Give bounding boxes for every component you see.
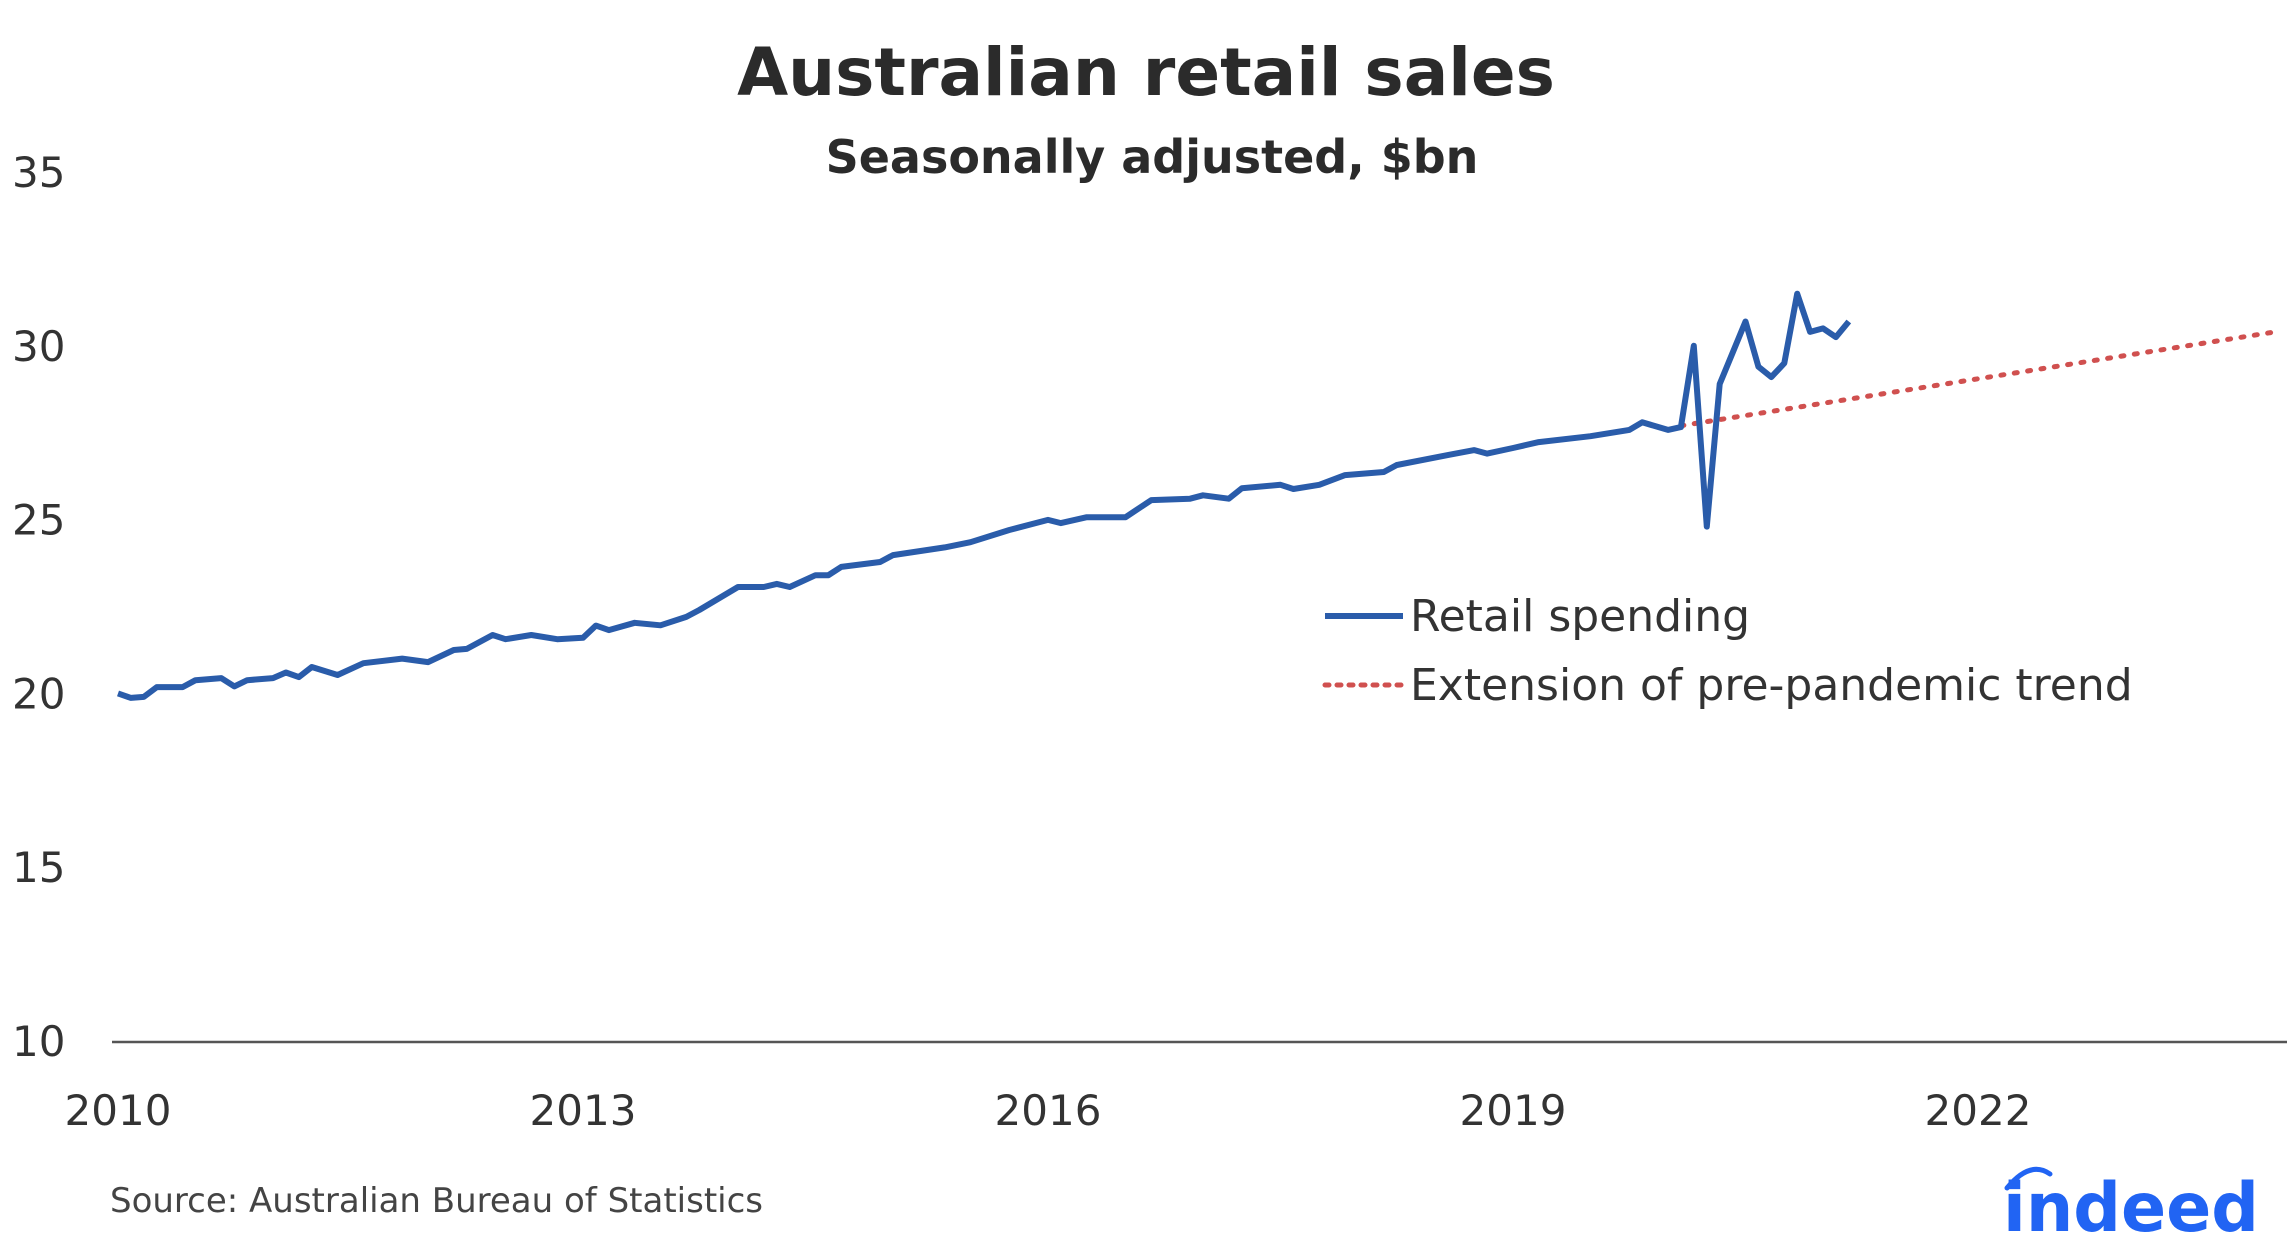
x-tick-label: 2013 — [530, 1086, 637, 1135]
series-line-retail-spending — [117, 290, 1852, 701]
x-tick-label: 2022 — [1925, 1086, 2032, 1135]
legend: Retail spending Extension of pre-pandemi… — [1322, 591, 2133, 711]
x-axis-ticks: 2010 2013 2016 2019 2022 — [65, 1086, 2032, 1135]
legend-label-trend: Extension of pre-pandemic trend — [1410, 660, 2133, 711]
series-group — [117, 290, 2278, 701]
chart-title: Australian retail sales — [737, 34, 1555, 111]
y-tick-label: 15 — [12, 843, 65, 892]
y-axis-ticks: 10 15 20 25 30 35 — [12, 148, 65, 1066]
y-tick-label: 10 — [12, 1017, 65, 1066]
y-tick-label: 30 — [12, 322, 65, 371]
y-tick-label: 20 — [12, 669, 65, 718]
svg-text:indeed: indeed — [2003, 1169, 2259, 1248]
legend-label-retail-spending: Retail spending — [1410, 591, 1750, 642]
source-note: Source: Australian Bureau of Statistics — [110, 1181, 763, 1221]
y-tick-label: 25 — [12, 496, 65, 545]
series-line-extension-of-pre-pandemic-trend — [1678, 329, 2278, 429]
indeed-logo: indeed — [2003, 1166, 2259, 1248]
x-tick-label: 2010 — [65, 1086, 172, 1135]
x-tick-label: 2019 — [1460, 1086, 1567, 1135]
y-tick-label: 35 — [12, 148, 65, 197]
x-tick-label: 2016 — [995, 1086, 1102, 1135]
chart-subtitle: Seasonally adjusted, $bn — [826, 130, 1479, 184]
